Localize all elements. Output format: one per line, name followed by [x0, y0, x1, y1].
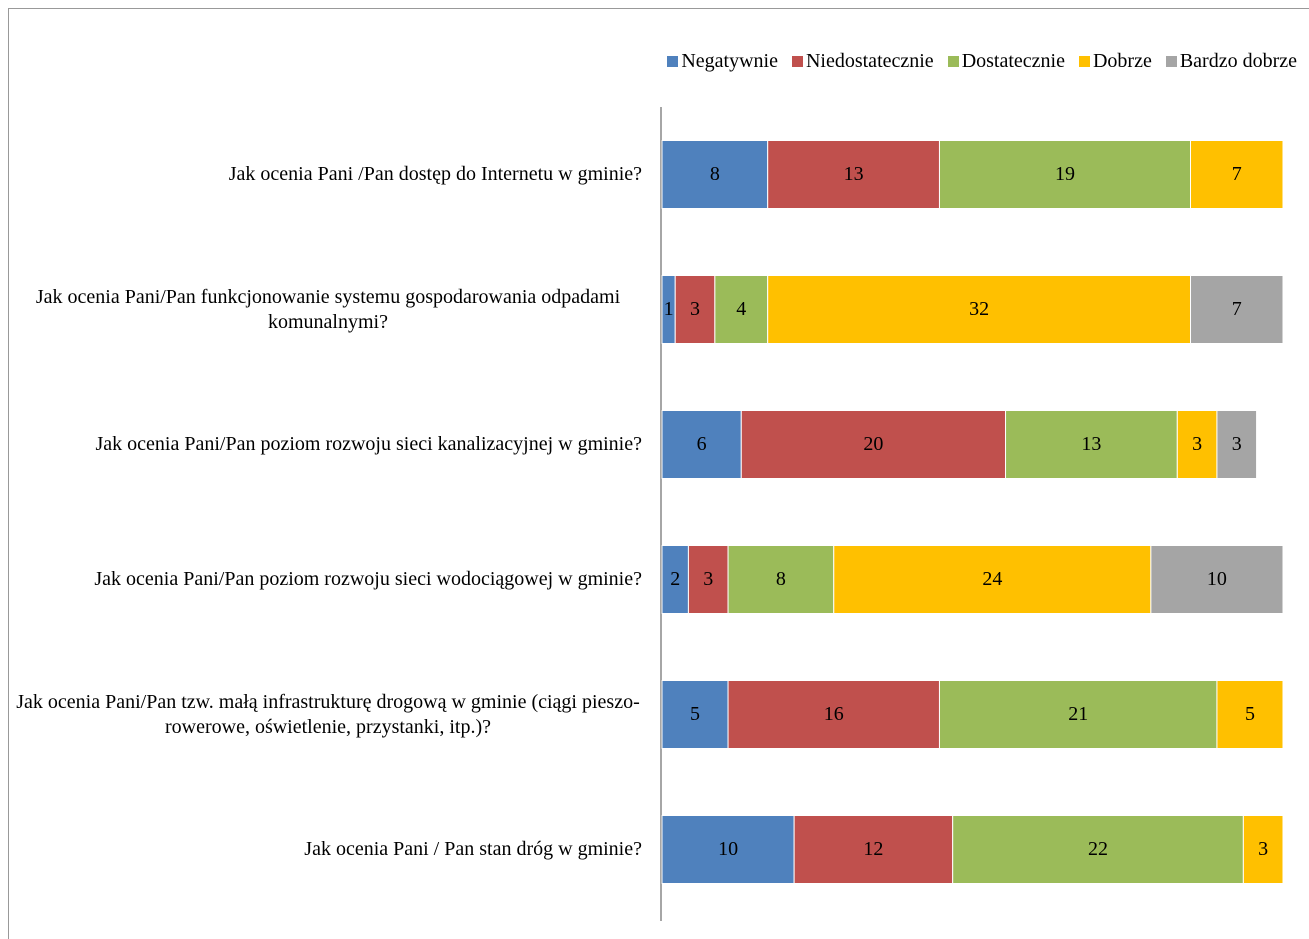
- category-label: Jak ocenia Pani / Pan stan dróg w gminie…: [304, 838, 642, 860]
- data-label: 21: [1068, 703, 1088, 725]
- data-label: 20: [863, 433, 883, 455]
- legend-swatch: [1078, 56, 1090, 67]
- bar-segment: [1242, 815, 1284, 884]
- legend-swatch: [667, 56, 679, 67]
- bar-segment: [1176, 410, 1218, 479]
- category-label: Jak ocenia Pani/Pan poziom rozwoju sieci…: [94, 568, 642, 590]
- bar-segment: [740, 410, 1007, 479]
- legend-label: Bardzo dobrze: [1179, 50, 1297, 72]
- data-label: 4: [736, 298, 746, 320]
- bar-segment: [1190, 275, 1284, 344]
- category-label: Jak ocenia Pani/Pan funkcjonowanie syste…: [35, 285, 621, 333]
- legend-label: Negatywnie: [681, 50, 778, 72]
- data-label: 5: [1245, 703, 1255, 725]
- bar-segment: [661, 545, 689, 614]
- bar-segment: [767, 140, 940, 209]
- legend-item: Niedostatecznie: [791, 50, 934, 73]
- category-box: Jak ocenia Pani/Pan poziom rozwoju sieci…: [14, 377, 643, 512]
- bar-segment: [661, 410, 742, 479]
- bar-segment: [1216, 680, 1284, 749]
- data-label: 24: [982, 568, 1002, 590]
- data-label: 32: [969, 298, 989, 320]
- bar-segment: [727, 545, 835, 614]
- data-label: 13: [1081, 433, 1101, 455]
- category-box: Jak ocenia Pani /Pan dostęp do Internetu…: [14, 107, 642, 242]
- data-label: 8: [710, 163, 720, 185]
- data-label: 7: [1232, 298, 1242, 320]
- bar-segment: [727, 680, 940, 749]
- legend-item: Dobrze: [1078, 50, 1152, 73]
- data-label: 16: [824, 703, 844, 725]
- category-label: Jak ocenia Pani/Pan tzw. małą infrastruk…: [16, 690, 640, 738]
- bar-segment: [952, 815, 1244, 884]
- data-label: 2: [670, 568, 680, 590]
- bar-segment: [1190, 140, 1284, 209]
- chart-border: [8, 8, 1309, 939]
- bar-segment: [687, 545, 729, 614]
- bar-segment: [767, 275, 1192, 344]
- category-box: Jak ocenia Pani/Pan tzw. małą infrastruk…: [14, 647, 642, 782]
- data-label: 8: [776, 568, 786, 590]
- data-label: 3: [703, 568, 713, 590]
- bar-segment: [674, 275, 716, 344]
- data-label: 1: [664, 298, 674, 320]
- data-label: 22: [1088, 838, 1108, 860]
- legend-swatch: [1165, 56, 1177, 67]
- legend-swatch: [947, 56, 959, 67]
- legend-item: Bardzo dobrze: [1165, 50, 1297, 73]
- bar-segment: [938, 140, 1192, 209]
- data-label: 7: [1232, 163, 1242, 185]
- data-label: 6: [697, 433, 707, 455]
- legend-item: Negatywnie: [667, 50, 778, 73]
- bar-segment: [714, 275, 769, 344]
- category-label: Jak ocenia Pani /Pan dostęp do Internetu…: [228, 163, 642, 185]
- data-label: 13: [844, 163, 864, 185]
- category-box: Jak ocenia Pani/Pan funkcjonowanie syste…: [14, 242, 642, 377]
- bar-segment: [661, 680, 729, 749]
- data-label: 3: [1258, 838, 1268, 860]
- bar-segment: [833, 545, 1152, 614]
- data-label: 19: [1055, 163, 1075, 185]
- legend-item: Dostatecznie: [947, 50, 1065, 73]
- category-box: Jak ocenia Pani/Pan poziom rozwoju sieci…: [14, 512, 642, 647]
- legend-swatch: [791, 56, 803, 67]
- data-label: 10: [718, 838, 738, 860]
- data-label: 3: [1192, 433, 1202, 455]
- bar-segment: [938, 680, 1218, 749]
- data-label: 10: [1207, 568, 1227, 590]
- data-label: 3: [690, 298, 700, 320]
- legend-label: Dostatecznie: [961, 50, 1065, 72]
- data-label: 5: [690, 703, 700, 725]
- legend: Negatywnie Niedostatecznie Dostatecznie Dob…: [667, 50, 1297, 73]
- category-label: Jak ocenia Pani/Pan poziom rozwoju sieci…: [95, 433, 643, 455]
- data-label: 12: [863, 838, 883, 860]
- data-label: 3: [1232, 433, 1242, 455]
- legend-label: Dobrze: [1092, 50, 1152, 72]
- bar-segment: [1005, 410, 1178, 479]
- bar-segment: [1150, 545, 1284, 614]
- legend-label: Niedostatecznie: [805, 50, 934, 72]
- bar-segment: [1216, 410, 1258, 479]
- category-box: Jak ocenia Pani / Pan stan dróg w gminie…: [14, 782, 642, 917]
